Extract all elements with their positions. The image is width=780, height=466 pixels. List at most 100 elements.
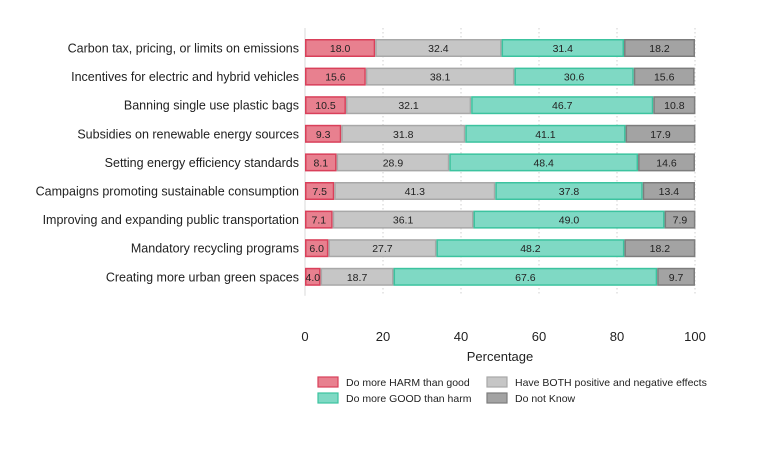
bar-value-label: 37.8 <box>559 186 580 198</box>
bar-value-label: 4.0 <box>305 272 320 284</box>
category-label: Campaigns promoting sustainable consumpt… <box>36 185 299 199</box>
bar-value-label: 15.6 <box>325 72 346 84</box>
bar-row: 7.1 36.1 49.0 7.9 <box>305 210 696 229</box>
bar-value-label: 38.1 <box>430 72 451 84</box>
category-label: Subsidies on renewable energy sources <box>77 127 299 141</box>
bar-value-label: 32.1 <box>398 100 419 112</box>
legend-item: Do not Know <box>486 392 576 405</box>
x-tick-label: 80 <box>610 329 624 344</box>
bar-segment <box>393 267 658 286</box>
legend-label: Do more HARM than good <box>346 377 470 389</box>
bar-segment <box>305 39 376 57</box>
bar-value-label: 46.7 <box>552 100 573 112</box>
bar-row: 18.0 32.4 31.4 18.2 <box>305 39 696 57</box>
bar-value-label: 10.8 <box>664 100 685 112</box>
bar-value-label: 6.0 <box>309 243 324 255</box>
x-tick-label: 100 <box>684 329 706 344</box>
bar-value-label: 67.6 <box>515 272 536 284</box>
legend-swatch <box>317 376 339 388</box>
category-label: Mandatory recycling programs <box>131 242 299 256</box>
bar-row: 6.0 27.7 48.2 18.2 <box>305 239 696 258</box>
bar-value-label: 48.4 <box>533 157 554 169</box>
bar-value-label: 7.1 <box>312 215 327 227</box>
bar-segment <box>305 153 337 172</box>
bar-value-label: 36.1 <box>393 215 414 227</box>
legend-swatch <box>486 392 508 404</box>
bar-segment <box>332 210 474 229</box>
bar-value-label: 49.0 <box>559 215 580 227</box>
bar-value-label: 27.7 <box>372 243 393 255</box>
category-label: Banning single use plastic bags <box>124 99 299 113</box>
bar-value-label: 8.1 <box>313 157 328 169</box>
bar-value-label: 10.5 <box>315 100 336 112</box>
bar-segment <box>375 39 502 57</box>
bar-value-label: 41.3 <box>405 186 426 198</box>
bar-segment <box>495 182 643 200</box>
bar-row: 8.1 28.9 48.4 14.6 <box>305 153 695 172</box>
bar-segment <box>436 239 625 258</box>
bar-value-label: 28.9 <box>383 157 404 169</box>
bar-segment <box>305 267 321 286</box>
bar-segment <box>625 124 696 143</box>
bar-value-label: 48.2 <box>520 243 541 255</box>
bar-segment <box>653 96 696 115</box>
bar-segment <box>305 96 346 115</box>
bar-segment <box>328 239 437 258</box>
bar-value-label: 18.0 <box>330 43 351 55</box>
x-tick-label: 40 <box>454 329 468 344</box>
bar-segment <box>305 239 329 258</box>
bar-value-label: 41.1 <box>535 129 556 141</box>
bar-value-label: 31.8 <box>393 129 414 141</box>
legend-swatch <box>317 392 339 404</box>
category-label: Creating more urban green spaces <box>106 270 299 284</box>
bars: 18.0 32.4 31.4 18.2 15.6 38.1 30.6 15.6 10.5 32.1… <box>305 39 696 286</box>
bar-segment <box>336 153 450 172</box>
bar-value-label: 18.7 <box>347 272 368 284</box>
bar-value-label: 18.2 <box>649 43 670 55</box>
legend-item: Have BOTH positive and negative effects <box>486 376 707 389</box>
bar-row: 9.3 31.8 41.1 17.9 <box>305 124 696 143</box>
bar-value-label: 14.6 <box>656 157 677 169</box>
category-label: Incentives for electric and hybrid vehic… <box>71 70 299 84</box>
bar-segment <box>465 124 626 143</box>
bar-segment <box>664 210 696 229</box>
bar-value-label: 30.6 <box>564 72 585 84</box>
bar-row: 15.6 38.1 30.6 15.6 <box>305 67 695 86</box>
category-label: Improving and expanding public transport… <box>43 213 299 227</box>
x-axis-title: Percentage <box>467 349 534 364</box>
x-axis: 0 20 40 60 80 100 <box>301 329 705 344</box>
bar-value-label: 9.3 <box>316 129 331 141</box>
bar-value-label: 31.4 <box>553 43 574 55</box>
bar-segment <box>633 67 695 86</box>
bar-segment <box>514 67 634 86</box>
x-tick-label: 0 <box>301 329 308 344</box>
x-tick-label: 20 <box>376 329 390 344</box>
bar-segment <box>638 153 695 172</box>
bar-value-label: 7.9 <box>673 215 688 227</box>
bar-segment <box>305 182 335 200</box>
bar-row: 4.0 18.7 67.6 9.7 <box>305 267 695 286</box>
bar-row: 10.5 32.1 46.7 10.8 <box>305 96 696 115</box>
bar-segment <box>345 96 472 115</box>
bar-value-label: 13.4 <box>659 186 680 198</box>
bar-segment <box>473 210 665 229</box>
bar-segment <box>501 39 625 57</box>
legend: Do more HARM than good Have BOTH positive… <box>317 376 707 405</box>
bar-value-label: 17.9 <box>650 129 671 141</box>
category-label: Carbon tax, pricing, or limits on emissi… <box>68 42 299 56</box>
bar-segment <box>305 67 366 86</box>
x-tick-label: 60 <box>532 329 546 344</box>
bar-segment <box>624 39 696 57</box>
legend-swatch <box>486 376 508 388</box>
bar-value-label: 9.7 <box>669 272 684 284</box>
bar-segment <box>624 239 696 258</box>
category-label: Setting energy efficiency standards <box>105 156 299 170</box>
bar-segment <box>320 267 394 286</box>
category-labels: Carbon tax, pricing, or limits on emissi… <box>36 42 299 285</box>
bar-value-label: 7.5 <box>312 186 327 198</box>
bar-segment <box>305 210 333 229</box>
bar-value-label: 18.2 <box>650 243 671 255</box>
bar-segment <box>305 124 342 143</box>
legend-item: Do more GOOD than harm <box>317 392 472 405</box>
